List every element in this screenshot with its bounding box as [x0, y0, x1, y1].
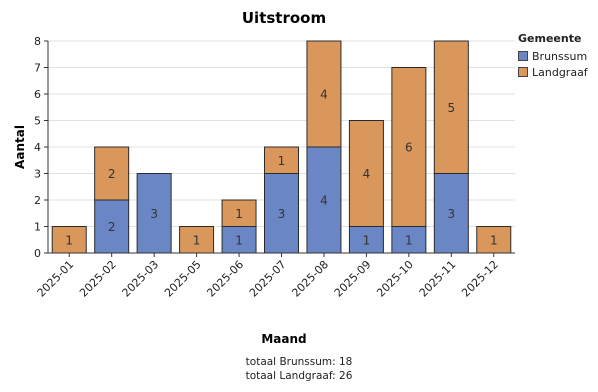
x-tick-label-2025-03: 2025-03	[120, 258, 162, 300]
x-tick-label-2025-09: 2025-09	[332, 258, 374, 300]
bar-landgraaf-2025-09	[348, 120, 384, 227]
bar-label-brunssum-2025-03: 3	[150, 207, 158, 221]
legend-label-landgraaf: Landgraaf	[532, 65, 588, 79]
bar-label-brunssum-2025-02: 2	[108, 220, 116, 234]
bars	[51, 40, 512, 254]
bar-label-landgraaf-2025-08: 4	[320, 88, 328, 102]
y-tick-label-8: 8	[34, 35, 41, 48]
chart-title: Uitstroom	[242, 9, 326, 27]
bar-landgraaf-2025-06	[221, 199, 257, 227]
footer-total-landgraaf: totaal Landgraaf: 26	[245, 370, 353, 382]
footer-total-brunssum: totaal Brunssum: 18	[245, 356, 353, 368]
bar-label-landgraaf-2025-10: 6	[405, 141, 413, 155]
y-tick-label-1: 1	[34, 221, 41, 234]
x-tick-label-2025-11: 2025-11	[417, 258, 459, 300]
bar-label-landgraaf-2025-09: 4	[363, 167, 371, 181]
bar-label-landgraaf-2025-11: 5	[447, 101, 455, 115]
x-tick-label-2025-06: 2025-06	[204, 258, 246, 300]
bar-landgraaf-2025-11	[433, 40, 469, 174]
legend-swatch-landgraaf	[518, 67, 528, 77]
y-tick-label-4: 4	[34, 141, 41, 154]
x-tick-label-2025-02: 2025-02	[77, 258, 119, 300]
bar-label-brunssum-2025-11: 3	[447, 207, 455, 221]
bar-landgraaf-2025-02	[94, 146, 130, 201]
bar-brunssum-2025-10	[391, 226, 427, 254]
x-tick-label-2025-01: 2025-01	[35, 258, 77, 300]
bar-landgraaf-2025-08	[306, 40, 342, 148]
bar-label-brunssum-2025-09: 1	[363, 233, 371, 247]
bar-brunssum-2025-07	[264, 173, 299, 254]
bar-landgraaf-2025-07	[264, 146, 299, 174]
y-tick-label-3: 3	[34, 168, 41, 181]
bar-label-landgraaf-2025-01: 1	[65, 233, 73, 247]
y-tick-label-5: 5	[34, 115, 41, 128]
x-tick-label-2025-05: 2025-05	[162, 258, 204, 300]
x-axis-label: Maand	[261, 332, 306, 346]
bar-label-landgraaf-2025-12: 1	[490, 233, 498, 247]
bar-label-brunssum-2025-08: 4	[320, 194, 328, 208]
legend-label-brunssum: Brunssum	[532, 49, 588, 63]
y-tick-label-7: 7	[34, 62, 41, 75]
legend: Gemeente Brunssum Landgraaf	[518, 32, 588, 80]
x-tick-label-2025-12: 2025-12	[459, 258, 501, 300]
bar-value-labels: 1 2 2 3 1 1 1 3 1 4 4 1 4 1 6 3 5 1	[65, 88, 497, 248]
bar-landgraaf-2025-10	[391, 67, 427, 227]
y-axis-label: Aantal	[13, 125, 27, 169]
bar-landgraaf-2025-12	[476, 226, 512, 254]
y-tick-label-6: 6	[34, 88, 41, 101]
legend-item-brunssum: Brunssum	[518, 48, 588, 64]
x-tick-label-2025-10: 2025-10	[374, 258, 416, 300]
bar-label-brunssum-2025-06: 1	[235, 233, 243, 247]
y-tick-label-0: 0	[34, 247, 41, 260]
bar-label-landgraaf-2025-02: 2	[108, 167, 116, 181]
bar-label-brunssum-2025-10: 1	[405, 233, 413, 247]
y-tick-label-2: 2	[34, 194, 41, 207]
legend-title: Gemeente	[518, 32, 582, 45]
legend-item-landgraaf: Landgraaf	[518, 64, 588, 80]
legend-swatch-brunssum	[518, 51, 528, 61]
bar-landgraaf-2025-01	[51, 226, 87, 254]
bar-brunssum-2025-11	[433, 173, 469, 254]
x-tick-label-2025-08: 2025-08	[289, 258, 331, 300]
bar-brunssum-2025-09	[348, 226, 384, 254]
bar-label-landgraaf-2025-06: 1	[235, 207, 243, 221]
bar-label-landgraaf-2025-05: 1	[193, 233, 201, 247]
bar-label-brunssum-2025-07: 3	[278, 207, 286, 221]
bar-label-landgraaf-2025-07: 1	[278, 154, 286, 168]
x-tick-label-2025-07: 2025-07	[247, 258, 289, 300]
